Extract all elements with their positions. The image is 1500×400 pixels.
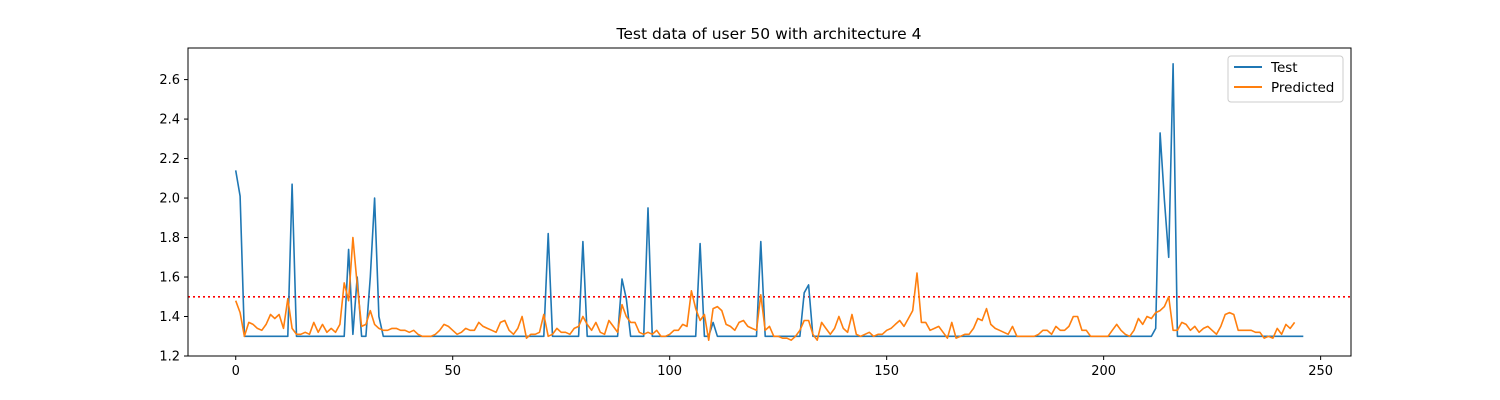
legend-label-test: Test bbox=[1270, 60, 1298, 76]
axis-ticks: 0 50 100 150 200 250 1.2 1.4 1.6 1.8 2.0 2.2 2.4 2.6 bbox=[159, 73, 1333, 379]
chart-title: Test data of user 50 with architecture 4 bbox=[616, 25, 922, 43]
series-layer bbox=[234, 62, 1304, 342]
x-tick-label: 50 bbox=[444, 364, 461, 379]
plot-frame bbox=[187, 47, 1352, 357]
x-tick-label: 150 bbox=[874, 364, 899, 379]
y-tick-label: 1.8 bbox=[159, 231, 180, 246]
legend: Test Predicted bbox=[1227, 55, 1344, 103]
y-tick-label: 2.6 bbox=[159, 73, 180, 88]
x-tick-label: 250 bbox=[1308, 364, 1333, 379]
y-tick-label: 2.4 bbox=[159, 113, 180, 128]
series-line-predicted bbox=[234, 236, 1296, 342]
y-tick-label: 1.2 bbox=[159, 350, 180, 365]
x-tick-label: 0 bbox=[232, 364, 240, 379]
y-tick-label: 1.4 bbox=[159, 310, 180, 325]
y-tick-label: 2.0 bbox=[159, 192, 180, 207]
series-line-test bbox=[234, 62, 1304, 338]
x-tick-label: 100 bbox=[657, 364, 682, 379]
plot-area bbox=[188, 48, 1351, 356]
y-tick-label: 1.6 bbox=[159, 271, 180, 286]
x-tick-label: 200 bbox=[1091, 364, 1116, 379]
y-tick-label: 2.2 bbox=[159, 152, 180, 167]
legend-label-predicted: Predicted bbox=[1271, 80, 1334, 96]
